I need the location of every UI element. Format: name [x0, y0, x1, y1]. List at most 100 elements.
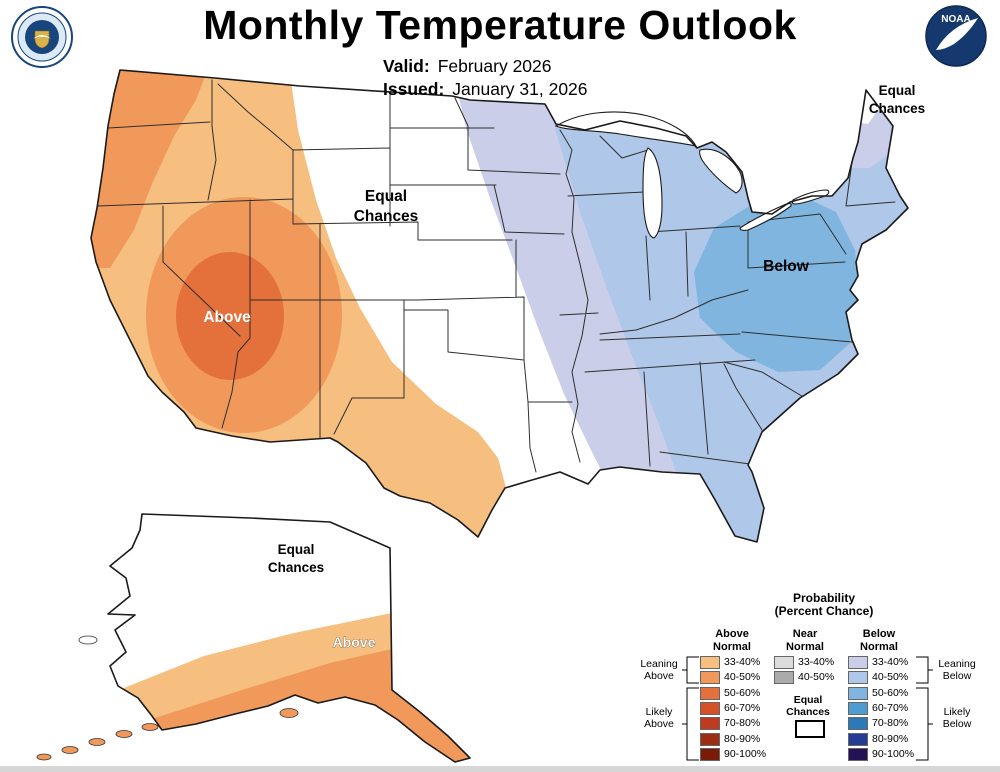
- swatch-label: 33-40%: [872, 656, 909, 668]
- legend-entry: 80-90%: [848, 733, 920, 746]
- legend-entry: 80-90%: [700, 733, 772, 746]
- legend-entry: 40-50%: [848, 671, 920, 684]
- legend-entry: 90-100%: [848, 748, 920, 761]
- alaska-regions: [108, 514, 470, 762]
- color-swatch: [700, 702, 720, 715]
- legend-entry: 40-50%: [774, 671, 846, 684]
- bracket-likely-below: [916, 687, 933, 761]
- noaa-seal-icon: NOAA: [925, 5, 987, 67]
- probability-legend: Probability (Percent Chance) Above Norma…: [628, 590, 1000, 772]
- swatch-label: 70-80%: [872, 717, 909, 729]
- legend-entry: 50-60%: [700, 687, 772, 700]
- bracket-likely-above: [682, 687, 699, 761]
- page-title: Monthly Temperature Outlook: [203, 2, 797, 48]
- color-swatch: [848, 687, 868, 700]
- label-equal-chances-alaska: Chances: [268, 560, 324, 575]
- aleutian-island: [115, 730, 133, 738]
- swatch-label: 40-50%: [872, 671, 909, 683]
- lake-michigan: [642, 147, 663, 239]
- color-swatch: [700, 656, 720, 669]
- aleutian-island: [88, 738, 106, 746]
- swatch-label: 33-40%: [724, 656, 761, 668]
- color-swatch: [848, 702, 868, 715]
- legend-header-above-normal: Above Normal: [713, 628, 751, 653]
- color-swatch: [848, 733, 868, 746]
- legend-header-below-normal: Below Normal: [860, 628, 898, 653]
- swatch-label: 60-70%: [872, 702, 909, 714]
- legend-header-near-normal: Near Normal: [786, 628, 824, 653]
- legend-label-leaning-above: Leaning Above: [640, 658, 678, 682]
- label-equal-chances-west: Equal: [365, 188, 407, 205]
- legend-entry: 33-40%: [774, 656, 846, 669]
- kodiak-island: [279, 708, 299, 718]
- aleutian-island: [61, 746, 79, 754]
- region-above-50-core: [176, 252, 284, 380]
- legend-entry: 33-40%: [848, 656, 920, 669]
- bracket-leaning-below: [916, 656, 933, 684]
- color-swatch: [774, 656, 794, 669]
- noaa-logo-text: NOAA: [941, 14, 970, 25]
- swatch-label: 50-60%: [872, 687, 909, 699]
- legend-entry: 90-100%: [700, 748, 772, 761]
- valid-label: Valid:: [383, 56, 430, 76]
- legend-label-likely-below: Likely Below: [942, 706, 972, 730]
- department-of-commerce-logo: [10, 5, 74, 69]
- color-swatch: [774, 671, 794, 684]
- legend-entry: 40-50%: [700, 671, 772, 684]
- color-swatch: [848, 717, 868, 730]
- aleutian-islands: [36, 708, 299, 761]
- legend-entry: 60-70%: [700, 702, 772, 715]
- color-swatch: [848, 656, 868, 669]
- label-above-alaska: Above: [333, 634, 376, 650]
- issued-value: January 31, 2026: [452, 79, 588, 99]
- doc-seal-icon: [11, 6, 73, 68]
- color-swatch: [848, 671, 868, 684]
- color-swatch: [700, 748, 720, 761]
- swatch-label: 70-80%: [724, 717, 761, 729]
- swatch-label: 90-100%: [724, 748, 767, 760]
- legend-title: Probability (Percent Chance): [774, 591, 874, 618]
- color-swatch: [848, 748, 868, 761]
- label-equal-chances-west: Chances: [354, 208, 419, 225]
- alaska-outline: [107, 513, 471, 763]
- aleutian-island: [36, 753, 52, 761]
- state-boundaries: [96, 79, 896, 473]
- conus-outline: [90, 69, 909, 543]
- legend-label-likely-above: Likely Above: [644, 706, 674, 730]
- label-equal-chances-northeast: Chances: [869, 101, 925, 116]
- st-lawrence-island: [78, 635, 98, 645]
- swatch-label: 80-90%: [724, 733, 761, 745]
- label-above-conus: Above: [203, 309, 251, 326]
- color-swatch: [700, 671, 720, 684]
- lake-huron: [699, 148, 743, 194]
- conus-regions: [91, 70, 908, 542]
- region-below-50-core: [694, 194, 859, 372]
- noaa-logo: NOAA: [924, 4, 988, 68]
- swatch-label: 90-100%: [872, 748, 915, 760]
- legend-label-equal-chances: Equal Chances: [786, 694, 830, 718]
- swatch-label: 40-50%: [798, 671, 835, 683]
- swatch-label: 50-60%: [724, 687, 761, 699]
- valid-date-line: Valid: February 2026: [383, 56, 552, 77]
- label-equal-chances-northeast: Equal: [879, 83, 916, 98]
- legend-entry: 60-70%: [848, 702, 920, 715]
- color-swatch: [700, 733, 720, 746]
- legend-entry: 70-80%: [700, 717, 772, 730]
- swatch-label: 80-90%: [872, 733, 909, 745]
- color-swatch: [700, 717, 720, 730]
- label-equal-chances-alaska: Equal: [278, 542, 315, 557]
- bracket-leaning-above: [682, 656, 699, 684]
- noaa-bird-icon: [936, 18, 978, 50]
- valid-value: February 2026: [437, 56, 552, 76]
- bottom-border: [0, 766, 1000, 772]
- swatch-label: 33-40%: [798, 656, 835, 668]
- color-swatch: [700, 687, 720, 700]
- equal-chances-swatch: [795, 720, 825, 738]
- region-above-40-coast: [91, 70, 215, 268]
- label-below-conus: Below: [763, 258, 810, 275]
- legend-label-leaning-below: Leaning Below: [938, 658, 976, 682]
- issued-label: Issued:: [383, 79, 445, 99]
- legend-entry: 50-60%: [848, 687, 920, 700]
